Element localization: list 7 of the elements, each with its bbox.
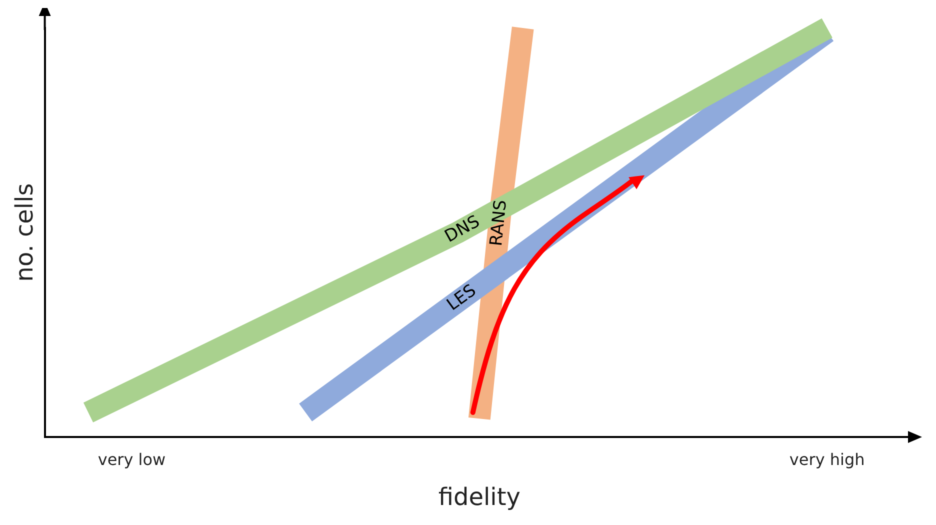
- x-axis-title: fidelity: [438, 482, 520, 511]
- text: LES: [443, 280, 480, 316]
- x-tick-label: very high: [789, 450, 865, 469]
- text: RANS: [486, 199, 512, 248]
- x-tick-label: very low: [98, 450, 166, 469]
- text: DNS: [441, 212, 484, 247]
- y-axis-title: no. cells: [10, 183, 39, 282]
